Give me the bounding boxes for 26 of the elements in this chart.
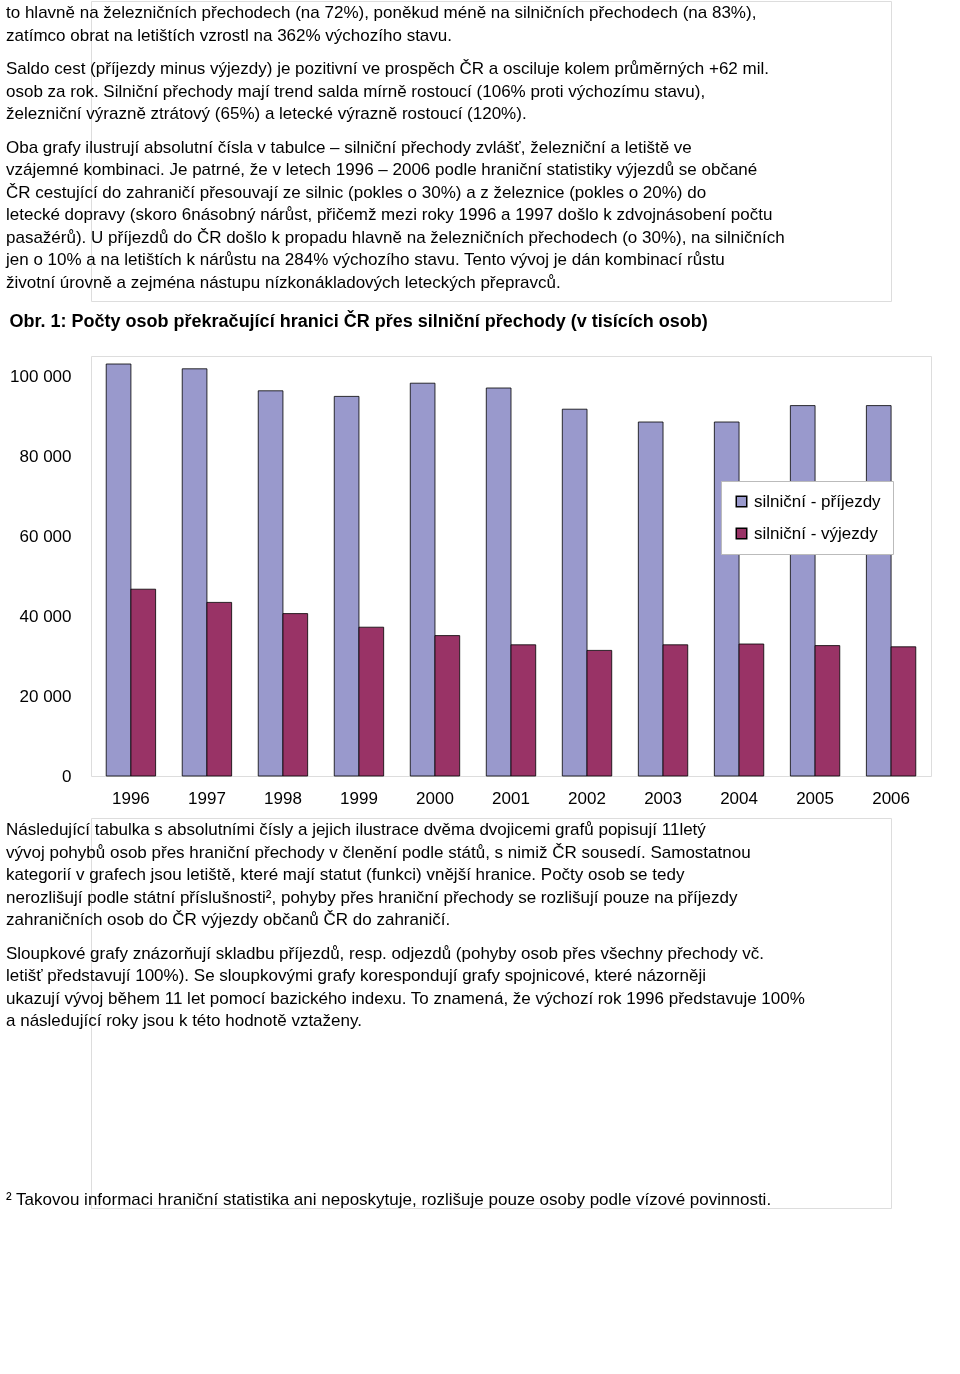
y-tick-label: 80 000 <box>19 446 72 466</box>
x-tick-label: 2002 <box>568 788 606 808</box>
x-tick-label: 2006 <box>872 788 910 808</box>
y-tick-label: 20 000 <box>19 686 72 706</box>
x-tick-label: 2003 <box>644 788 682 808</box>
x-tick-label: 2000 <box>416 788 454 808</box>
x-tick-label: 2004 <box>720 788 758 808</box>
legend-label: silniční - výjezdy <box>754 523 879 543</box>
legend-label: silniční - příjezdy <box>754 491 882 511</box>
x-tick-label: 1999 <box>340 788 378 808</box>
chart-title: Obr. 1: Počty osob překračující hranici ČR přes silniční přechody (v tisících osob) <box>9 310 708 331</box>
text: Sloupkové grafy znázorňují skladbu příjezdů, resp. odjezdů (pohyby osob přes všechny přechody vč. letišť představují 100%). Se sloupkovými grafy korespondují grafy spojnicové, které názorněji ukazují vývoj během 11 let pomocí bazického indexu. To znamená, že výchozí rok 1996 představuje 100% a následující roky jsou k této hodnotě vztaženy. <box>6 943 805 1030</box>
x-tick-label: 1997 <box>188 788 226 808</box>
text: Oba grafy ilustrují absolutní čísla v tabulce – silniční přechody zvlášť, železniční a letiště ve vzájemné kombinaci. Je patrné, že v letech 1996 – 2006 podle hraniční statistiky výjezdů se občané ČR cestující do zahraničí přesouvají ze silnic (pokles o 30%) a z železnice (pokles o 20%) do letecké dopravy (skoro 6násobný nárůst, přičemž mezi roky 1996 a 1997 došlo k zdvojnásobení počtu pasažérů). U příjezdů do ČR došlo k propadu hlavně na železničních přechodech (o 30%), na silničních jen o 10% a na letištích k nárůstu na 284% výchozího stavu. Tento vývoj je dán kombinací růstu životní úrovně a zejména nástupu nízkonákladových leteckých přepravců. <box>5 137 785 292</box>
x-tick-label: 1996 <box>112 788 150 808</box>
text: Následující tabulka s absolutními čísly a jejich ilustrace dvěma dvojicemi grafů popisují 11letý vývoj pohybů osob přes hraniční přechody v členění podle států, s nimiž ČR sousedí. Samostatnou kategorií v grafech jsou letiště, které mají statut (funkci) vnější hranice. Počty osob se tedy nerozlišují podle státní příslušnosti², pohyby přes hraniční přechody se rozlišují pouze na příjezdy zahraničních osob do ČR výjezdy občanů ČR do zahraničí. <box>6 820 751 929</box>
text: to hlavně na železničních přechodech (na 72%), poněkud méně na silničních přechodech (na 83%), zatímco obrat na letištích vzrostl na 362% výchozího stavu. <box>6 3 757 45</box>
x-tick-label: 2005 <box>796 788 834 808</box>
y-tick-label: 0 <box>62 766 72 786</box>
text: ² Takovou informaci hraniční statistika ani neposkytuje, rozlišuje pouze osoby podle vízové povinnosti. <box>6 1190 772 1209</box>
y-tick-label: 100 000 <box>10 366 72 386</box>
text: Saldo cest (příjezdy minus výjezdy) je pozitivní ve prospěch ČR a osciluje kolem průměrných +62 mil. osob za rok. Silniční přechody mají trend salda mírně rostoucí (106% proti výchozímu stavu), železniční výrazně ztrátový (65%) a letecké výrazně rostoucí (120%). <box>6 59 769 123</box>
y-tick-label: 60 000 <box>19 526 72 546</box>
x-tick-label: 2001 <box>492 788 530 808</box>
x-tick-label: 1998 <box>264 788 302 808</box>
y-tick-label: 40 000 <box>19 606 72 626</box>
